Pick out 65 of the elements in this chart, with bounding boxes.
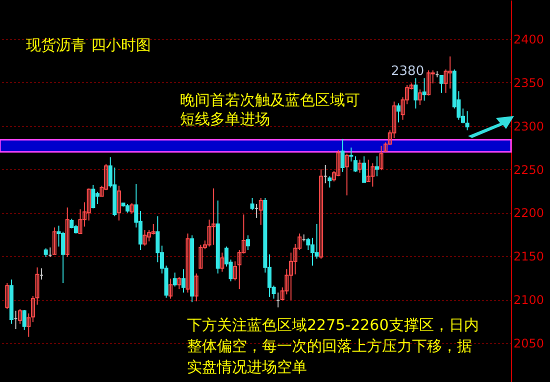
candlestick [426,70,431,96]
candlestick [379,145,384,171]
candlestick [439,75,444,94]
candlestick [344,153,349,196]
candlestick [177,276,182,290]
candlestick [198,244,203,269]
candlestick [22,309,26,330]
candlestick [220,252,224,272]
candlestick [306,237,310,251]
candlestick [26,312,31,338]
candlestick [172,272,177,287]
y-tick-label: 2200 [514,206,544,220]
y-tick-label: 2150 [514,250,544,264]
candlestick [91,184,96,209]
candlestick [414,78,418,110]
annotation: 晚间首若次触及蓝色区域可 [180,91,360,109]
candlestick [258,197,263,226]
candlestick [186,233,190,294]
annotation: 实盘情况进场空单 [187,358,307,376]
y-tick-label: 2350 [514,76,544,90]
candlestick [340,138,345,172]
candlestick [319,168,324,260]
candlestick [246,234,250,251]
candlestick [142,230,147,246]
candlestick [116,185,121,222]
candlestick [86,188,91,222]
candlestick [151,223,156,235]
candlestick [418,88,422,106]
candlestick [130,202,134,214]
y-tick-label: 2300 [514,119,544,134]
candlestick [328,176,332,188]
candlestick [233,260,238,281]
candlestick [362,156,366,183]
y-tick-label: 2050 [514,336,544,350]
candlestick [396,102,400,123]
candlestick [168,278,173,300]
candlestick [448,56,452,90]
candlestick [95,191,100,205]
candlestick [181,268,186,294]
y-tick-label: 2250 [514,162,544,177]
candlestick [70,218,74,229]
candlestick [5,282,10,310]
candlestick [353,156,358,172]
candlestick [212,188,216,246]
y-tick-label: 2100 [514,293,544,308]
candlestick [349,147,354,162]
candlestick [52,226,56,255]
candlestick [370,162,375,188]
candlestick [18,308,22,324]
candlestick [358,159,362,174]
annotation: 短线多单进场 [180,110,270,128]
candlestick [147,230,152,242]
annotation: 2380 [391,64,424,79]
candlestick [465,110,470,131]
annotation: 下方关注蓝色区域2275-2260支撑区，日内 [187,316,479,334]
candlestick [194,272,198,302]
candlestick [65,206,70,258]
candlestick [374,156,379,177]
candlestick [336,150,340,177]
candlestick [422,78,426,102]
y-tick-label: 2400 [514,32,544,47]
candlestick [314,223,319,260]
annotation: 整体偏空，每一次的回落上方压力下移，据 [187,337,472,355]
candlestick [250,197,254,211]
text: 现货沥青 四小时图 [26,36,151,54]
